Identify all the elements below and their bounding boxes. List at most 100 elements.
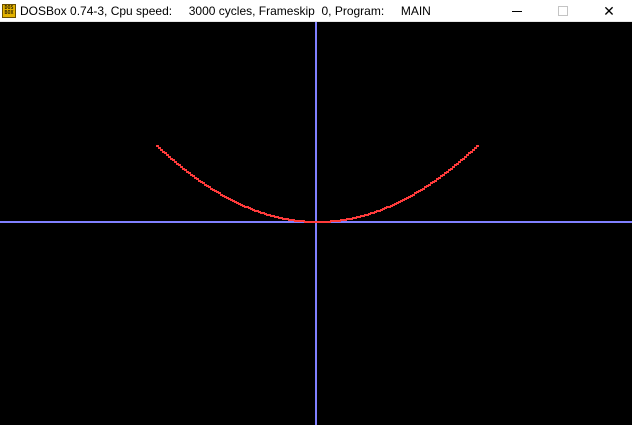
curve-pixel: [336, 220, 339, 222]
curve-pixel: [314, 221, 317, 223]
app-icon-text: DOS BOX: [4, 4, 14, 16]
curve-pixel: [300, 220, 303, 222]
curve-pixel: [284, 218, 287, 220]
dos-program-screen[interactable]: [0, 22, 632, 425]
curve-pixel: [250, 208, 253, 210]
curve-pixel: [362, 215, 365, 217]
curve-pixel: [286, 218, 289, 220]
curve-pixel: [356, 216, 359, 218]
curve-pixel: [348, 218, 351, 220]
curve-pixel: [364, 214, 367, 216]
curve-pixel: [206, 185, 209, 187]
curve-pixel: [338, 220, 341, 222]
curve-pixel: [310, 221, 313, 223]
curve-pixel: [170, 158, 173, 160]
window-title: DOSBox 0.74-3, Cpu speed: 3000 cycles, F…: [20, 3, 431, 18]
curve-pixel: [370, 212, 373, 214]
curve-pixel: [448, 169, 451, 171]
curve-pixel: [316, 221, 319, 223]
curve-pixel: [428, 184, 431, 186]
close-button[interactable]: ✕: [586, 0, 632, 22]
curve-pixel: [436, 178, 439, 180]
curve-pixel: [296, 220, 299, 222]
curve-pixel: [276, 216, 279, 218]
curve-pixel: [214, 190, 217, 192]
curve-pixel: [412, 194, 415, 196]
curve-pixel: [222, 195, 225, 197]
curve-pixel: [220, 194, 223, 196]
curve-pixel: [260, 212, 263, 214]
curve-pixel: [332, 220, 335, 222]
curve-pixel: [464, 156, 467, 158]
curve-pixel: [224, 196, 227, 198]
window-controls: ✕: [494, 0, 632, 22]
curve-pixel: [402, 199, 405, 201]
curve-pixel: [254, 210, 257, 212]
curve-pixel: [292, 219, 295, 221]
curve-pixel: [330, 220, 333, 222]
curve-pixel: [264, 213, 267, 215]
curve-pixel: [360, 215, 363, 217]
curve-pixel: [290, 219, 293, 221]
curve-pixel: [258, 211, 261, 213]
curve-pixel: [272, 215, 275, 217]
curve-pixel: [454, 164, 457, 166]
curve-pixel: [424, 186, 427, 188]
curve-pixel: [268, 214, 271, 216]
curve-pixel: [164, 152, 167, 154]
curve-pixel: [280, 217, 283, 219]
curve-pixel: [252, 209, 255, 211]
curve-pixel: [160, 149, 163, 151]
minimize-button[interactable]: [494, 0, 540, 22]
curve-pixel: [168, 156, 171, 158]
dosbox-app-icon[interactable]: DOS BOX: [2, 3, 16, 18]
curve-pixel: [306, 221, 309, 223]
curve-pixel: [406, 197, 409, 199]
curve-pixel: [324, 221, 327, 223]
curve-pixel: [194, 177, 197, 179]
curve-pixel: [446, 171, 449, 173]
curve-pixel: [382, 208, 385, 210]
curve-pixel: [248, 207, 251, 209]
curve-pixel: [188, 172, 191, 174]
curve-pixel: [178, 164, 181, 166]
close-icon: ✕: [603, 3, 615, 19]
curve-pixel: [308, 221, 311, 223]
curve-pixel: [238, 203, 241, 205]
curve-pixel: [376, 210, 379, 212]
curve-pixel: [328, 221, 331, 223]
curve-pixel: [404, 198, 407, 200]
curve-pixel: [334, 220, 337, 222]
curve-pixel: [352, 217, 355, 219]
curve-pixel: [342, 219, 345, 221]
curve-pixel: [386, 206, 389, 208]
curve-pixel: [298, 220, 301, 222]
curve-pixel: [442, 174, 445, 176]
curve-pixel: [380, 209, 383, 211]
curve-pixel: [418, 190, 421, 192]
curve-pixel: [434, 180, 437, 182]
curve-pixel: [416, 191, 419, 193]
curve-pixel: [430, 182, 433, 184]
curve-pixel: [460, 159, 463, 161]
curve-pixel: [190, 174, 193, 176]
curve-pixel: [344, 219, 347, 221]
curve-pixel: [208, 186, 211, 188]
curve-pixel: [456, 163, 459, 165]
curve-pixel: [384, 207, 387, 209]
curve-pixel: [204, 184, 207, 186]
maximize-button[interactable]: [540, 0, 586, 22]
curve-pixel: [390, 205, 393, 207]
curve-pixel: [452, 166, 455, 168]
curve-pixel: [408, 196, 411, 198]
curve-pixel: [422, 188, 425, 190]
title-bar[interactable]: DOS BOX DOSBox 0.74-3, Cpu speed: 3000 c…: [0, 0, 632, 22]
curve-pixel: [374, 211, 377, 213]
curve-pixel: [472, 149, 475, 151]
curve-pixel: [440, 175, 443, 177]
curve-pixel: [398, 201, 401, 203]
curve-pixel: [266, 214, 269, 216]
curve-pixel: [162, 151, 165, 153]
curve-pixel: [394, 203, 397, 205]
